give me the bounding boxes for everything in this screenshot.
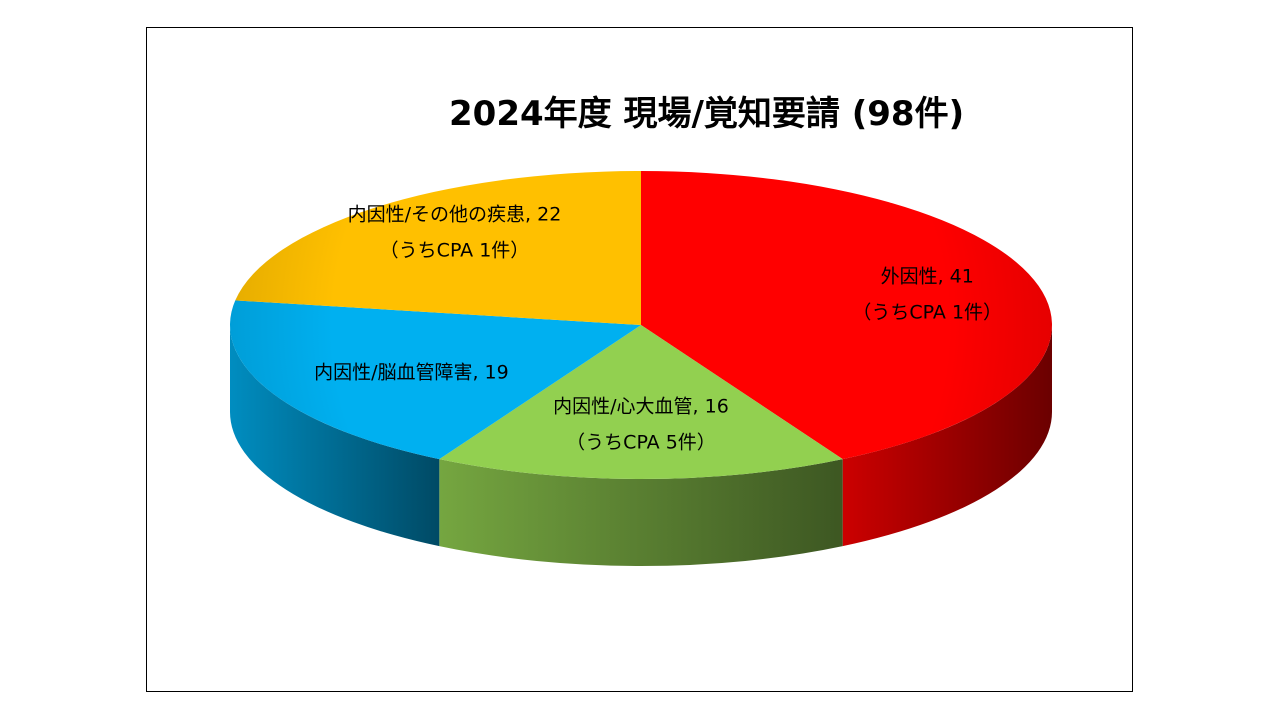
side-wall-cerebro xyxy=(230,325,440,547)
pie-top-faces xyxy=(229,171,1052,479)
slice-label-main: 外因性, 41 xyxy=(881,266,974,288)
slice-label-main: 内因性/心大血管, 16 xyxy=(553,395,729,417)
pie-slice-cardio xyxy=(439,325,843,479)
pie-side-walls xyxy=(230,325,1052,566)
side-wall-external xyxy=(842,325,1052,547)
pie-slice-cerebro xyxy=(229,300,641,460)
pie-chart: 2024年度 現場/覚知要請 (98件) 外因性, 41（うちCPA 1件）内因… xyxy=(229,94,1052,566)
slice-label-cerebro: 内因性/脳血管障害, 19 xyxy=(314,362,509,384)
pie-slice-external xyxy=(641,171,1052,460)
slice-label-note: （うちCPA 1件） xyxy=(852,302,1002,324)
slice-label-note: （うちCPA 1件） xyxy=(380,240,530,262)
chart-frame: 2024年度 現場/覚知要請 (98件) 外因性, 41 （うちCPA 1件） 内因… xyxy=(146,27,1133,692)
slice-label-main: 内因性/その他の疾患, 22 xyxy=(348,204,562,226)
slice-label-note: （うちCPA 5件） xyxy=(566,431,716,453)
slice-label-external: 外因性, 41 （うちCPA 1件） xyxy=(852,266,1002,324)
pie-slice-other xyxy=(235,171,641,325)
slice-label-cardio: 内因性/心大血管, 16 （うちCPA 5件） xyxy=(553,395,729,453)
pie-labels: 外因性, 41（うちCPA 1件）内因性/心大血管, 16（うちCPA 5件）内… xyxy=(314,204,1002,454)
slice-label-main: 内因性/脳血管障害, 19 xyxy=(314,362,509,384)
slice-label-other: 内因性/その他の疾患, 22 （うちCPA 1件） xyxy=(348,204,562,262)
side-wall-cardio xyxy=(439,459,843,566)
chart-title: 2024年度 現場/覚知要請 (98件) xyxy=(449,94,964,134)
